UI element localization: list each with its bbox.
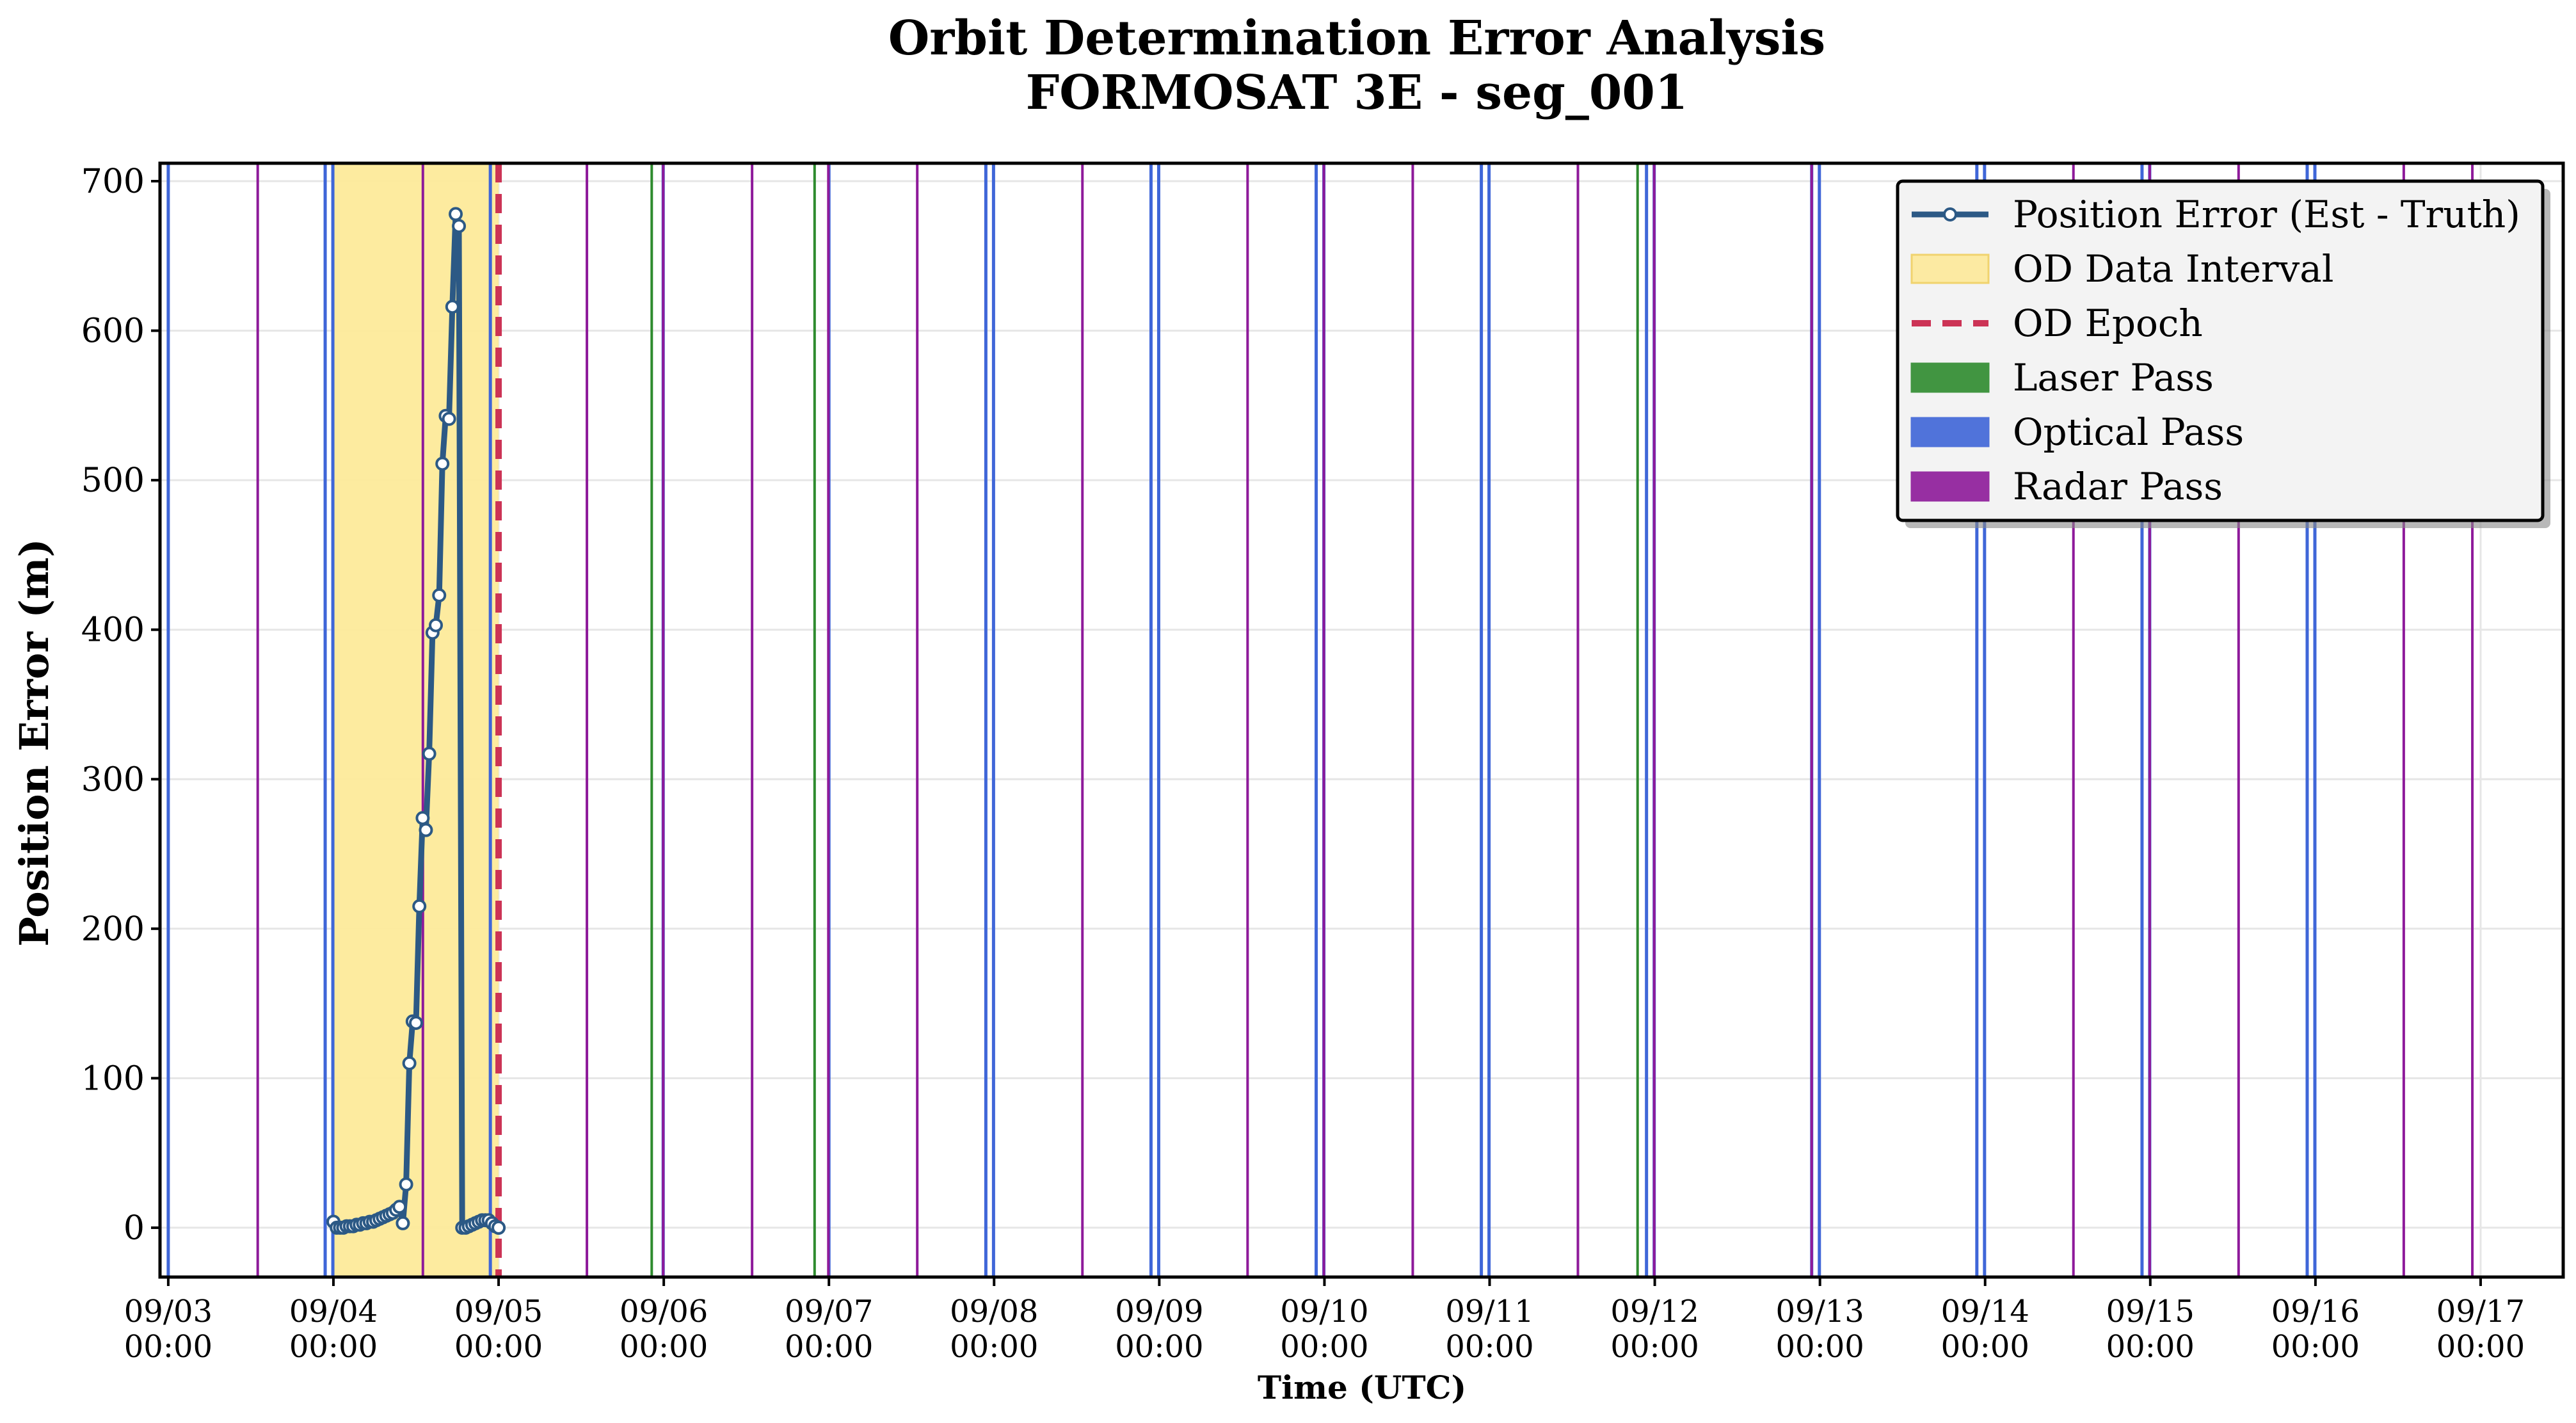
od-data-interval-layer	[333, 163, 499, 1277]
data-point	[432, 588, 447, 602]
data-point	[449, 207, 463, 221]
data-point	[396, 1216, 410, 1230]
chart-title-line2: FORMOSAT 3E - seg_001	[1026, 65, 1688, 120]
x-tick-label-date: 09/13	[1775, 1294, 1864, 1330]
y-tick-label: 600	[81, 312, 145, 351]
x-tick-label-date: 09/15	[2106, 1294, 2195, 1330]
data-point	[415, 810, 430, 825]
x-tick-label-time: 00:00	[1445, 1329, 1533, 1365]
data-point	[445, 300, 460, 314]
x-axis-label: Time (UTC)	[1258, 1369, 1466, 1406]
x-tick-label-time: 00:00	[2436, 1329, 2525, 1365]
y-tick-label: 0	[124, 1209, 145, 1248]
x-tick-label-time: 00:00	[950, 1329, 1038, 1365]
x-tick-label-time: 00:00	[785, 1329, 873, 1365]
x-tick-label-date: 09/09	[1115, 1294, 1203, 1330]
legend-handle-marker	[1943, 207, 1957, 221]
x-tick-label-time: 00:00	[2106, 1329, 2195, 1365]
data-point	[422, 746, 436, 761]
legend-handle-interval	[1910, 253, 1990, 284]
data-point	[412, 899, 427, 913]
legend-label: Position Error (Est - Truth)	[2013, 193, 2520, 236]
od-data-interval	[333, 163, 499, 1277]
x-tick-label-time: 00:00	[1115, 1329, 1203, 1365]
x-tick-label-time: 00:00	[1775, 1329, 1864, 1365]
x-tick-label-date: 09/17	[2436, 1294, 2525, 1330]
y-tick-label: 400	[81, 611, 145, 650]
x-tick-label-time: 00:00	[620, 1329, 708, 1365]
x-tick-label-time: 00:00	[454, 1329, 543, 1365]
legend-handle-laser	[1910, 362, 1990, 393]
y-tick-label: 300	[81, 760, 145, 799]
y-tick-label: 200	[81, 910, 145, 949]
data-point	[435, 456, 450, 471]
x-tick-label-date: 09/16	[2271, 1294, 2360, 1330]
legend-handle-radar	[1910, 471, 1990, 502]
y-axis-ticks: 0 100 200 300 400 500 600 700	[81, 163, 160, 1248]
x-tick-label-time: 00:00	[289, 1329, 378, 1365]
data-point	[429, 618, 444, 632]
x-tick-label-date: 09/07	[785, 1294, 873, 1330]
y-tick-label: 700	[81, 163, 145, 201]
x-tick-label-time: 00:00	[1941, 1329, 2029, 1365]
x-tick-label-date: 09/05	[454, 1294, 543, 1330]
x-tick-label-date: 09/11	[1445, 1294, 1533, 1330]
data-point	[442, 412, 456, 426]
legend-label: OD Data Interval	[2013, 247, 2333, 291]
data-point	[419, 823, 433, 837]
x-tick-label-date: 09/08	[950, 1294, 1038, 1330]
legend-box	[1896, 179, 2545, 522]
x-axis-ticks: 09/0300:0009/0400:0009/0500:0009/0600:00…	[124, 1277, 2525, 1365]
x-tick-label-date: 09/10	[1280, 1294, 1368, 1330]
data-point	[452, 219, 467, 234]
legend-label: Laser Pass	[2013, 356, 2214, 399]
series-layer	[326, 207, 506, 1235]
y-tick-label: 500	[81, 462, 145, 500]
legend-label: OD Epoch	[2013, 301, 2203, 345]
x-tick-label-time: 00:00	[124, 1329, 212, 1365]
legend-label: Optical Pass	[2013, 410, 2244, 454]
data-point	[492, 1220, 506, 1235]
legend: Position Error (Est - Truth) OD Data Inte…	[1896, 179, 2550, 528]
y-axis-label: Position Error (m)	[11, 538, 58, 946]
x-tick-label-time: 00:00	[1610, 1329, 1699, 1365]
x-tick-label-date: 09/06	[620, 1294, 708, 1330]
x-tick-label-time: 00:00	[2271, 1329, 2360, 1365]
axes-frame	[158, 161, 2565, 1279]
data-point	[409, 1015, 424, 1030]
data-point	[399, 1177, 413, 1192]
y-tick-label: 100	[81, 1059, 145, 1098]
x-tick-label-time: 00:00	[1280, 1329, 1368, 1365]
legend-label: Radar Pass	[2013, 465, 2223, 508]
data-point	[402, 1056, 417, 1071]
x-tick-label-date: 09/04	[289, 1294, 378, 1330]
plot-frame	[158, 161, 2565, 1279]
x-tick-label-date: 09/12	[1610, 1294, 1699, 1330]
legend-handle-optical	[1910, 417, 1990, 447]
x-tick-label-date: 09/03	[124, 1294, 212, 1330]
data-point	[392, 1200, 407, 1214]
chart-title-line1: Orbit Determination Error Analysis	[888, 11, 1825, 66]
x-tick-label-date: 09/14	[1941, 1294, 2029, 1330]
